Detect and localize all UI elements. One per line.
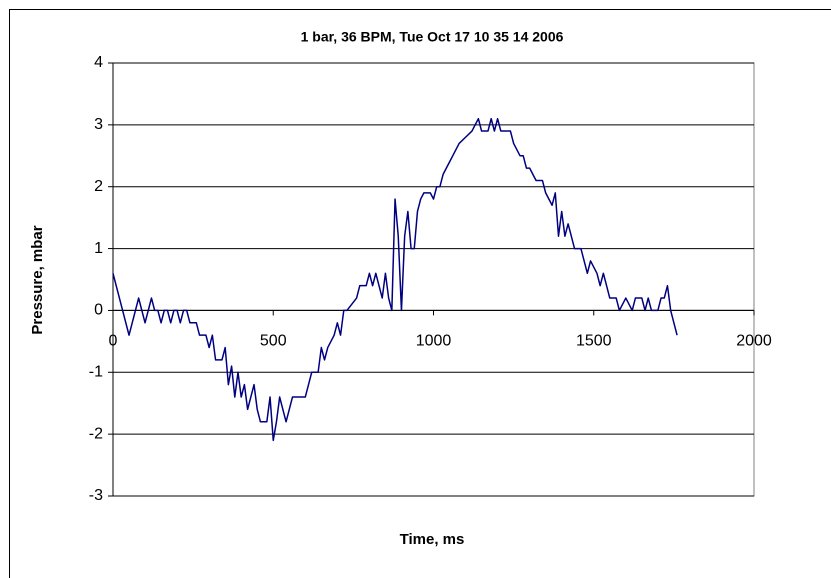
- y-axis-title: Pressure, mbar: [29, 225, 46, 334]
- x-tick-label: 1000: [416, 333, 452, 350]
- x-axis-title: Time, ms: [400, 531, 465, 548]
- data-line: [112, 117, 678, 442]
- x-tick-label: 1500: [576, 333, 612, 350]
- x-tick-label: 2000: [736, 333, 772, 350]
- y-tick-label: 2: [94, 178, 103, 195]
- y-tick-label: 1: [94, 240, 103, 257]
- y-tick-label: -1: [89, 364, 103, 381]
- y-tick-label: 3: [94, 116, 103, 133]
- y-tick-label: 4: [94, 54, 103, 71]
- y-tick-label: -3: [89, 487, 103, 504]
- plot-area: [112, 62, 755, 497]
- x-tick-label: 0: [109, 333, 118, 350]
- y-tick-label: -2: [89, 425, 103, 442]
- y-tick-label: 0: [94, 302, 103, 319]
- chart-title: 1 bar, 36 BPM, Tue Oct 17 10 35 14 2006: [301, 29, 564, 45]
- x-tick-label: 500: [260, 333, 287, 350]
